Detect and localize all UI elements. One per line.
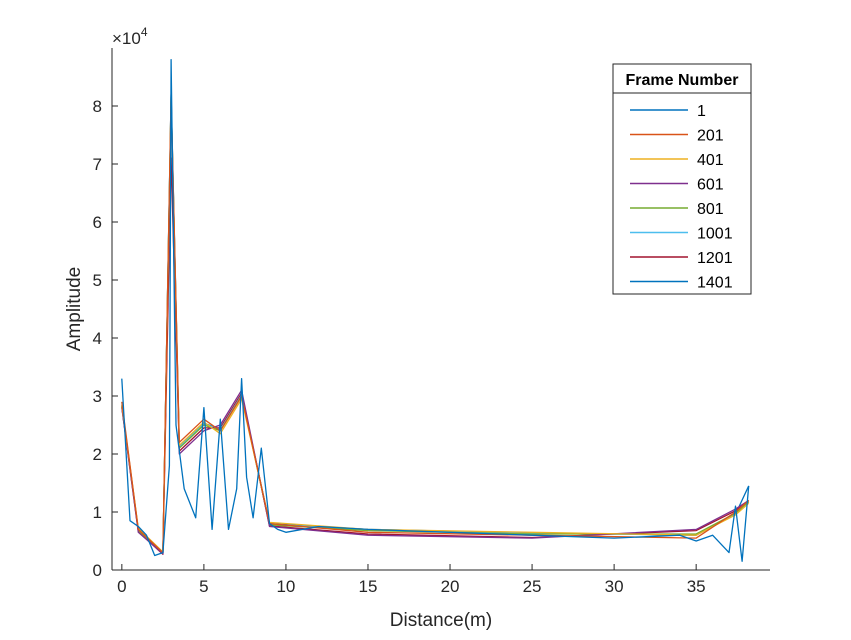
legend-label-401: 401 [697,152,724,169]
x-axis-label: Distance(m) [390,610,492,631]
y-tick-label: 6 [93,213,102,232]
y-tick-label: 4 [93,329,102,348]
legend-box [612,63,752,295]
series-line-201 [121,93,750,554]
y-tick-label: 2 [93,445,102,464]
y-axis-label: Amplitude [64,267,85,352]
x-tick-label: 15 [359,577,378,596]
x-ticks: 0 5 10 15 20 25 30 35 [117,564,706,596]
series-line-1 [121,58,750,562]
series-layer [121,58,750,562]
legend-label-601: 601 [697,177,724,194]
x-tick-label: 0 [117,577,126,596]
y-tick-label: 1 [93,503,102,522]
x-tick-label: 10 [276,577,295,596]
y-exponent-power: 4 [141,25,148,39]
x-tick-label: 5 [199,577,208,596]
y-tick-label: 7 [93,155,102,174]
y-tick-label: 5 [93,271,102,290]
legend-label-1201: 1201 [697,250,733,267]
y-exponent-base: ×10 [112,29,141,48]
legend-label-801: 801 [697,201,724,218]
legend-label-1001: 1001 [697,226,733,243]
y-tick-label: 3 [93,387,102,406]
x-tick-label: 25 [523,577,542,596]
legend-label-1401: 1401 [697,275,733,292]
legend-title: Frame Number [626,72,739,89]
x-tick-label: 35 [687,577,706,596]
y-ticks: 0 1 2 3 4 5 6 7 8 [93,97,118,580]
y-tick-label: 8 [93,97,102,116]
x-tick-label: 30 [605,577,624,596]
y-tick-label: 0 [93,561,102,580]
y-exponent-label: ×104 [112,25,148,48]
legend-label-1: 1 [697,103,706,120]
legend-label-201: 201 [697,128,724,145]
x-tick-label: 20 [441,577,460,596]
